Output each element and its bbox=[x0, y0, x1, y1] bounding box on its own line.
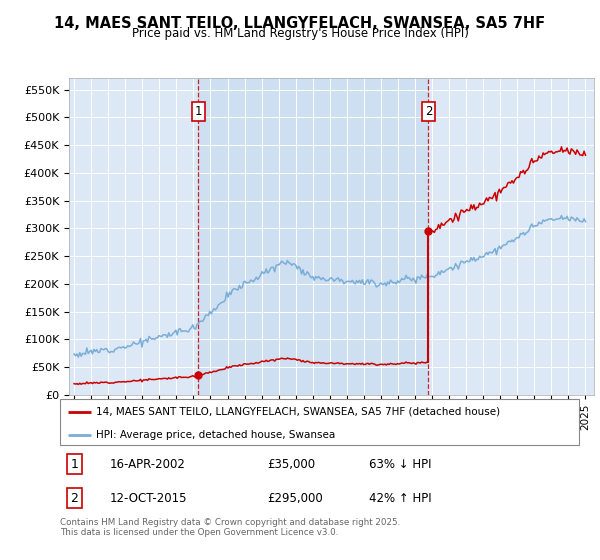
Text: 42% ↑ HPI: 42% ↑ HPI bbox=[369, 492, 431, 505]
Text: 14, MAES SANT TEILO, LLANGYFELACH, SWANSEA, SA5 7HF (detached house): 14, MAES SANT TEILO, LLANGYFELACH, SWANS… bbox=[97, 407, 500, 417]
Text: 1: 1 bbox=[71, 458, 79, 470]
Text: 12-OCT-2015: 12-OCT-2015 bbox=[109, 492, 187, 505]
Bar bbox=[199, 78, 428, 395]
Text: Contains HM Land Registry data © Crown copyright and database right 2025.
This d: Contains HM Land Registry data © Crown c… bbox=[60, 518, 400, 538]
Text: 2: 2 bbox=[425, 105, 432, 118]
Text: HPI: Average price, detached house, Swansea: HPI: Average price, detached house, Swan… bbox=[97, 430, 335, 440]
Text: 16-APR-2002: 16-APR-2002 bbox=[109, 458, 185, 470]
Text: 1: 1 bbox=[194, 105, 202, 118]
FancyBboxPatch shape bbox=[60, 399, 579, 445]
Text: £295,000: £295,000 bbox=[268, 492, 323, 505]
Text: 14, MAES SANT TEILO, LLANGYFELACH, SWANSEA, SA5 7HF: 14, MAES SANT TEILO, LLANGYFELACH, SWANS… bbox=[55, 16, 545, 31]
Text: 63% ↓ HPI: 63% ↓ HPI bbox=[369, 458, 431, 470]
Text: £35,000: £35,000 bbox=[268, 458, 316, 470]
Text: Price paid vs. HM Land Registry's House Price Index (HPI): Price paid vs. HM Land Registry's House … bbox=[131, 27, 469, 40]
Text: 2: 2 bbox=[71, 492, 79, 505]
